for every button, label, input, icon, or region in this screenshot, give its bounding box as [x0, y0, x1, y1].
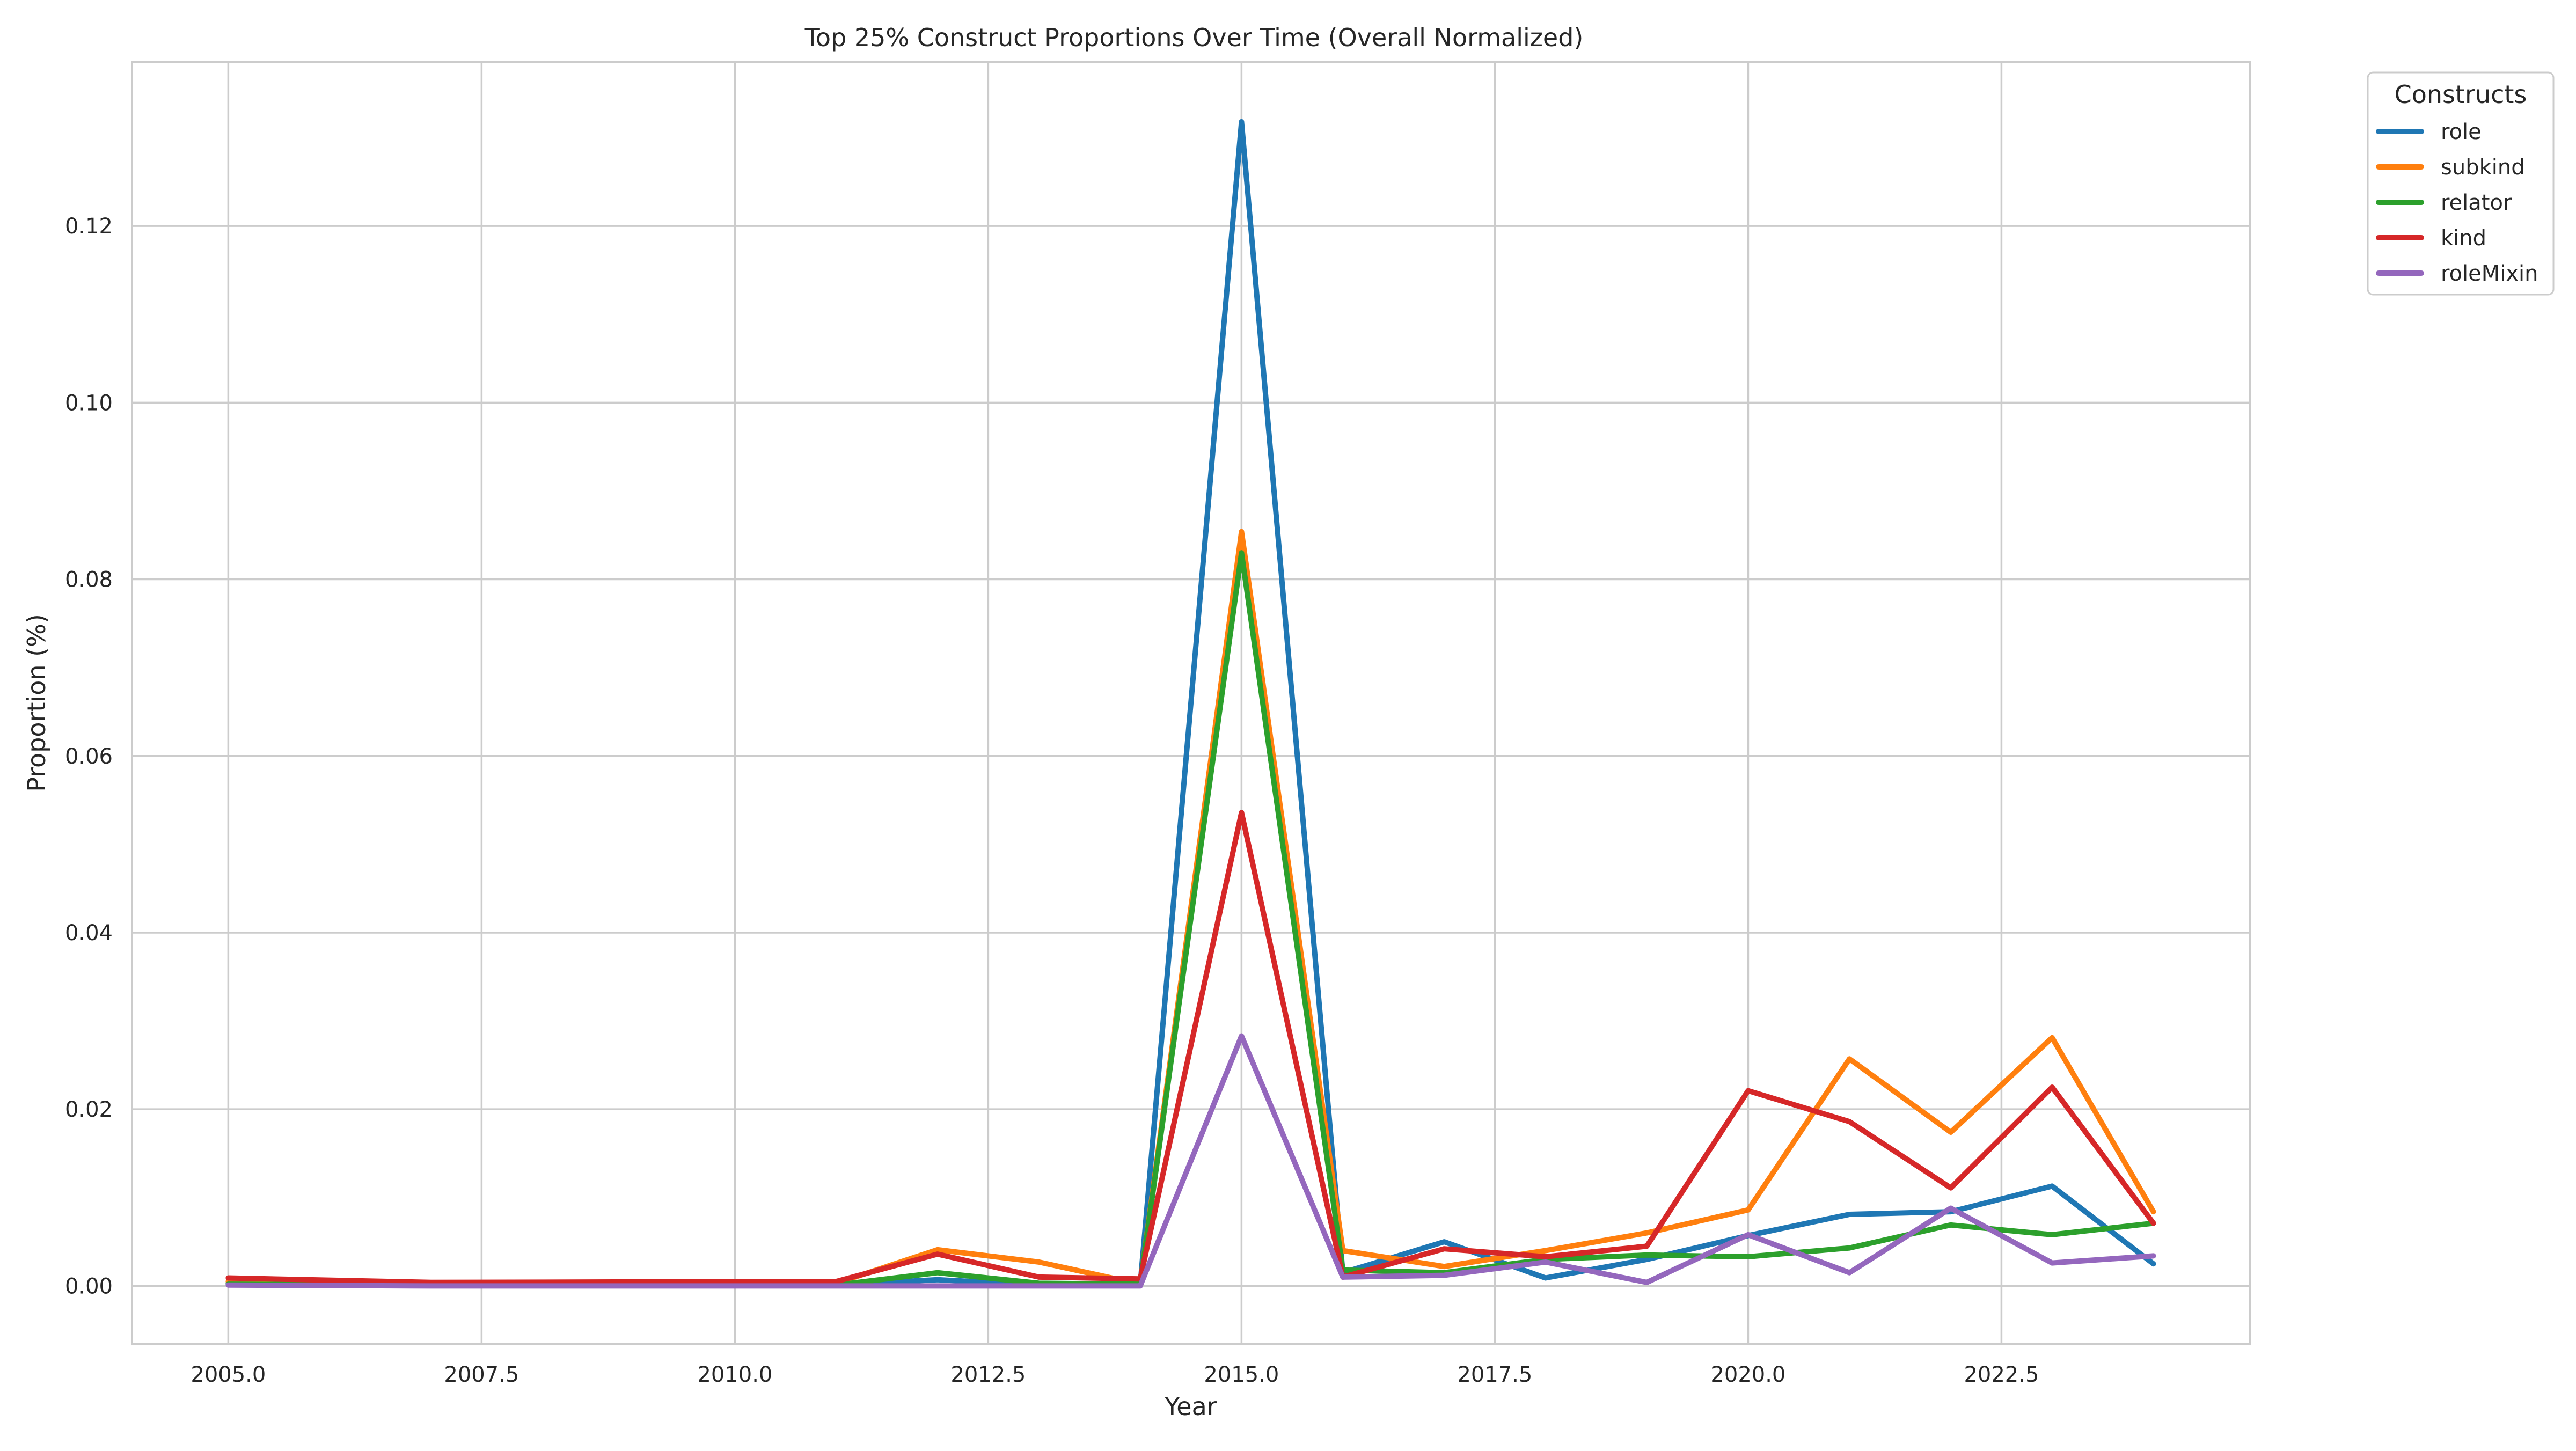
legend-title: Constructs	[2395, 80, 2527, 109]
x-tick-label: 2017.5	[1457, 1362, 1532, 1387]
y-tick-label: 0.02	[65, 1097, 113, 1122]
y-tick-label: 0.04	[65, 921, 113, 946]
x-tick-label: 2005.0	[191, 1362, 266, 1387]
grid	[132, 62, 2250, 1344]
plot-frame	[131, 61, 2251, 1345]
legend-label-relator: relator	[2441, 190, 2512, 215]
legend[interactable]: Constructs role subkind relator kind roleMix…	[2367, 71, 2555, 296]
legend-label-subkind: subkind	[2441, 155, 2525, 180]
y-tick-label: 0.08	[65, 568, 113, 592]
series-line-kind	[225, 810, 2156, 1285]
y-tick-label: 0.12	[65, 214, 113, 239]
chart-title: Top 25% Construct Proportions Over Time …	[804, 23, 1584, 52]
legend-label-roleMixin: roleMixin	[2441, 261, 2538, 286]
x-tick-label: 2007.5	[444, 1362, 519, 1387]
y-axis-label: Proportion (%)	[22, 614, 51, 792]
series-line-roleMixin	[225, 1033, 2156, 1289]
x-tick-label: 2022.5	[1964, 1362, 2039, 1387]
series-line-role	[225, 119, 2156, 1288]
x-axis-label: Year	[1164, 1392, 1217, 1421]
x-tick-label: 2015.0	[1204, 1362, 1279, 1387]
legend-label-role: role	[2441, 120, 2482, 144]
series-line-relator	[225, 550, 2156, 1288]
y-tick-label: 0.00	[65, 1274, 113, 1299]
x-tick-label: 2020.0	[1710, 1362, 1785, 1387]
x-tick-label: 2010.0	[697, 1362, 772, 1387]
y-tick-labels: 0.00 0.02 0.04 0.06 0.08 0.10 0.12	[65, 214, 113, 1299]
series-lines	[225, 119, 2156, 1289]
y-tick-label: 0.10	[65, 391, 113, 415]
x-tick-labels: 2005.0 2007.5 2010.0 2012.5 2015.0 2017.5 2020…	[191, 1362, 2039, 1387]
y-tick-label: 0.06	[65, 744, 113, 769]
x-tick-label: 2012.5	[950, 1362, 1026, 1387]
legend-label-kind: kind	[2441, 226, 2486, 251]
